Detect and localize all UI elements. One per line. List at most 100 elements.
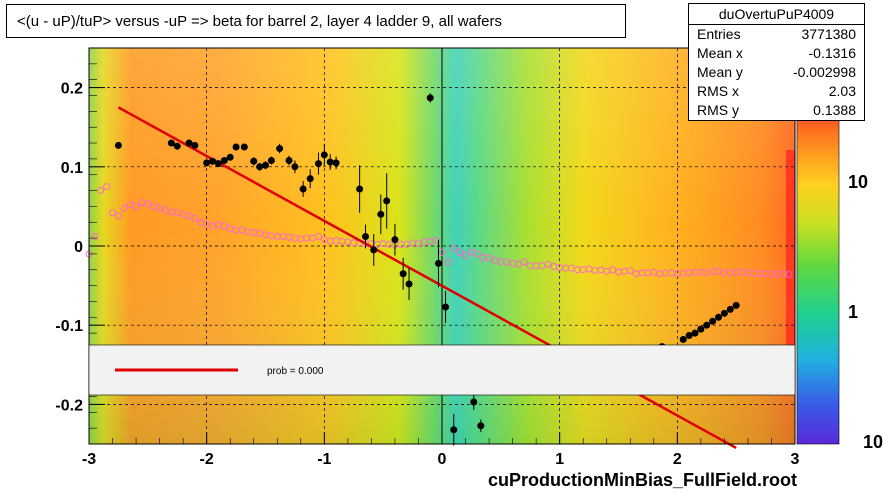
- profile-point: [203, 159, 211, 167]
- mean-curve-point: [514, 260, 522, 268]
- x-tick-label: 2: [673, 451, 682, 468]
- stats-row-rms-x: RMS x 2.03: [689, 82, 864, 101]
- profile-point: [332, 159, 340, 167]
- stats-row-entries: Entries 3771380: [689, 25, 864, 44]
- y-tick-label: 0: [74, 239, 83, 256]
- profile-point: [256, 163, 264, 171]
- profile-point: [250, 157, 258, 165]
- profile-point: [470, 398, 478, 406]
- profile-point: [232, 143, 240, 151]
- profile-point: [226, 153, 234, 161]
- profile-point: [285, 156, 293, 164]
- profile-point: [399, 270, 407, 278]
- mean-curve-point: [609, 266, 617, 274]
- profile-point: [191, 141, 199, 149]
- profile-point: [691, 329, 699, 337]
- profile-point: [709, 317, 717, 325]
- colorbar: 10 1 10: [796, 119, 883, 452]
- x-tick-label: -3: [82, 451, 96, 468]
- mean-curve-point: [485, 254, 493, 262]
- mean-curve-point: [314, 232, 322, 240]
- profile-point: [370, 246, 378, 254]
- mean-curve-point: [438, 248, 446, 256]
- profile-point: [240, 143, 248, 151]
- mean-curve-point: [473, 250, 481, 258]
- profile-point: [703, 321, 711, 329]
- mean-curve-point: [520, 258, 528, 266]
- stats-value: 2.03: [828, 83, 856, 99]
- mean-curve-point: [220, 222, 228, 230]
- profile-point: [299, 185, 307, 193]
- stats-key: Mean y: [697, 64, 743, 80]
- chart-title: <(u - uP)/tuP> versus -uP => beta for ba…: [17, 13, 502, 30]
- y-tick-label: 0.2: [61, 81, 83, 98]
- profile-point: [214, 160, 222, 168]
- profile-point: [267, 156, 275, 164]
- profile-point: [356, 185, 364, 193]
- y-tick-labels: -0.2 -0.1 0 0.1 0.2: [55, 81, 83, 415]
- profile-point: [383, 197, 391, 205]
- mean-curve-point: [120, 204, 128, 212]
- legend-box: prob = 0.000: [88, 344, 796, 396]
- chart-title-box: <(u - uP)/tuP> versus -uP => beta for ba…: [6, 4, 626, 38]
- stats-key: Mean x: [697, 45, 743, 61]
- axis-ticks: [88, 47, 796, 445]
- mean-curve-point: [444, 258, 452, 266]
- mean-curve-point: [91, 232, 99, 240]
- profile-point: [114, 141, 122, 149]
- profile-point: [320, 151, 328, 159]
- profile-point: [720, 309, 728, 317]
- mean-curve-point: [185, 212, 193, 220]
- y-tick-label: 0.1: [61, 160, 83, 177]
- legend-prob-text: prob = 0.000: [267, 366, 324, 377]
- x-tick-label: 3: [791, 451, 800, 468]
- y-tick-label: -0.2: [55, 397, 83, 414]
- y-tick-label: -0.1: [55, 318, 83, 335]
- profile-point: [173, 142, 181, 150]
- profile-point: [276, 145, 284, 153]
- profile-point: [185, 139, 193, 147]
- profile-point: [685, 331, 693, 339]
- x-tick-label: -2: [200, 451, 214, 468]
- mean-curve-point: [456, 248, 464, 256]
- profile-point: [442, 303, 450, 311]
- mean-curve-point: [109, 209, 117, 217]
- profile-point: [426, 94, 434, 102]
- x-tick-label: -1: [317, 451, 331, 468]
- mean-curve-point: [432, 236, 440, 244]
- mean-curve-point: [156, 204, 164, 212]
- source-file-label: cuProductionMinBias_FullField.root: [488, 470, 798, 490]
- stats-row-mean-y: Mean y -0.002998: [689, 63, 864, 82]
- stats-value: 3771380: [801, 26, 856, 42]
- mean-curve-point: [103, 183, 111, 191]
- x-tick-labels: -3 -2 -1 0 1 2 3: [82, 451, 800, 468]
- mean-curve-point: [203, 220, 211, 228]
- mean-curve-series: [85, 183, 793, 279]
- stats-title: duOvertuPuP4009: [689, 4, 864, 25]
- profile-point: [715, 313, 723, 321]
- mean-curve-point: [544, 260, 552, 268]
- stats-row-mean-x: Mean x -0.1316: [689, 44, 864, 63]
- mean-curve-point: [97, 187, 105, 195]
- profile-point: [726, 305, 734, 313]
- stats-key: RMS x: [697, 83, 739, 99]
- profile-point: [450, 426, 458, 434]
- x-tick-label: 0: [438, 451, 447, 468]
- profile-point: [262, 161, 269, 169]
- mean-curve-point: [132, 202, 140, 210]
- profile-point: [477, 422, 485, 430]
- stats-key: RMS y: [697, 102, 739, 118]
- profile-point: [405, 280, 413, 288]
- profile-point: [697, 325, 705, 333]
- x-tick-label: 1: [555, 451, 564, 468]
- colorbar-edge-label: 10: [863, 432, 883, 452]
- profile-point: [732, 301, 740, 309]
- stats-value: 0.1388: [813, 102, 856, 118]
- mean-curve-point: [144, 200, 152, 208]
- stats-row-rms-y: RMS y 0.1388: [689, 101, 864, 120]
- profile-point: [306, 175, 314, 183]
- mean-curve-point: [191, 214, 199, 222]
- profile-point: [362, 232, 370, 240]
- mean-curve-point: [462, 252, 470, 260]
- mean-curve-point: [626, 267, 634, 275]
